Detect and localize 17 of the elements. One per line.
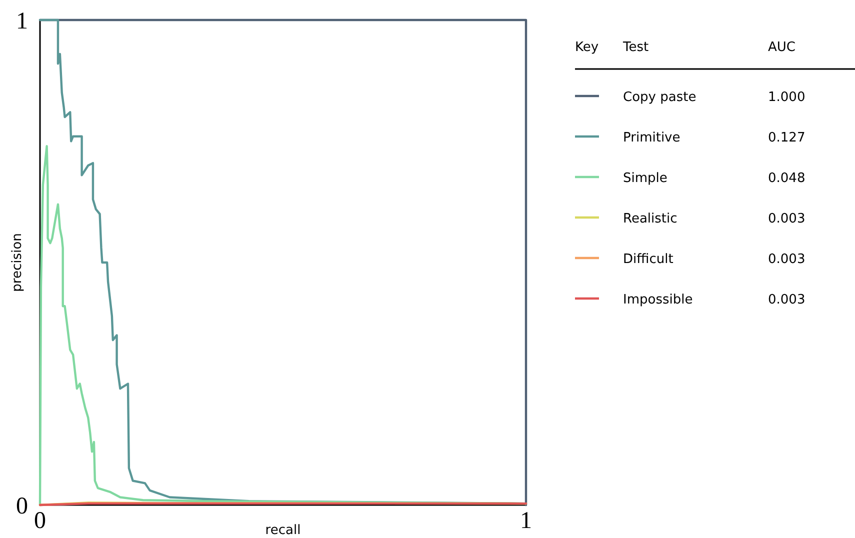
text: 0.048: [768, 171, 806, 186]
text: Test: [622, 40, 649, 55]
text: 0.003: [768, 212, 806, 226]
legend-label: Realistic: [623, 212, 678, 226]
legend-label: Primitive: [623, 130, 680, 146]
legend-label: Copy paste: [623, 90, 696, 105]
text: 0.127: [768, 130, 806, 146]
text: 0.003: [768, 292, 806, 308]
x-axis-title: recall: [265, 523, 301, 538]
y-axis-title: precision: [10, 233, 25, 292]
text: AUC: [768, 40, 796, 55]
legend-label: Difficult: [623, 252, 674, 267]
text: 0.003: [768, 252, 806, 267]
text: 1.000: [768, 90, 806, 105]
legend-label: Simple: [623, 171, 668, 186]
legend-label: Impossible: [623, 292, 693, 308]
text: Key: [575, 40, 599, 55]
